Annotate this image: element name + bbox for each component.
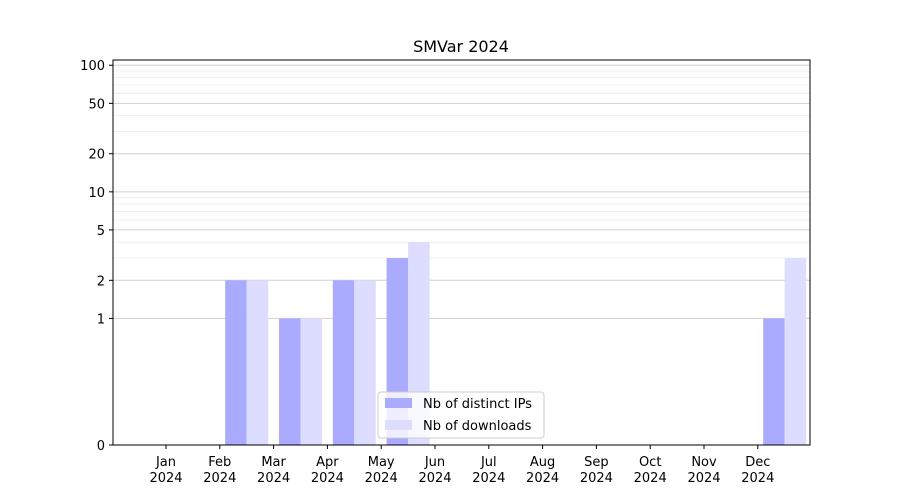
bar-distinct-ips-2 bbox=[225, 280, 247, 445]
bar-downloads-2 bbox=[246, 280, 269, 445]
bar-downloads-12 bbox=[784, 258, 807, 445]
x-tick-label: Nov 2024 bbox=[687, 455, 720, 486]
y-tick-label: 20 bbox=[88, 148, 105, 163]
x-tick-label: Sep 2024 bbox=[580, 455, 613, 486]
x-tick-label: Jan 2024 bbox=[149, 455, 182, 486]
y-tick-label: 50 bbox=[88, 97, 105, 112]
plot-area-frame bbox=[112, 59, 811, 446]
legend-swatch-downloads bbox=[385, 420, 412, 430]
legend: Nb of distinct IPs Nb of downloads bbox=[377, 391, 545, 439]
x-axis: Jan 2024 Feb 2024 Mar 2024 Apr 2024 May 2024 Jun 20… bbox=[149, 445, 774, 486]
bar-distinct-ips-3 bbox=[279, 318, 301, 445]
x-tick-label: Mar 2024 bbox=[257, 455, 290, 486]
legend-frame bbox=[377, 391, 545, 439]
bar-distinct-ips-12 bbox=[763, 318, 785, 445]
y-tick-label: 0 bbox=[97, 439, 105, 454]
x-tick-label: Apr 2024 bbox=[311, 455, 344, 486]
x-tick-label: Aug 2024 bbox=[526, 455, 559, 486]
x-tick-label: Feb 2024 bbox=[203, 455, 236, 486]
y-tick-label: 2 bbox=[97, 274, 105, 289]
legend-label-distinct-ips: Nb of distinct IPs bbox=[423, 397, 532, 412]
y-tick-label: 5 bbox=[97, 224, 105, 239]
y-tick-label: 10 bbox=[88, 186, 105, 201]
bar-downloads-4 bbox=[354, 280, 376, 445]
y-tick-label: 1 bbox=[97, 312, 105, 327]
x-tick-label: Jun 2024 bbox=[418, 455, 451, 486]
x-tick-label: Oct 2024 bbox=[634, 455, 667, 486]
chart-title: SMVar 2024 bbox=[413, 37, 509, 56]
bar-downloads-3 bbox=[300, 318, 322, 445]
x-tick-label: Dec 2024 bbox=[741, 455, 774, 486]
x-tick-label: May 2024 bbox=[365, 455, 398, 486]
y-tick-label: 100 bbox=[80, 59, 105, 74]
y-axis: 0 1 2 5 10 20 50 100 bbox=[80, 59, 113, 454]
grid-lines bbox=[113, 64, 810, 319]
legend-label-downloads: Nb of downloads bbox=[423, 419, 532, 434]
x-tick-label: Jul 2024 bbox=[472, 455, 505, 486]
bar-distinct-ips-4 bbox=[332, 280, 355, 445]
legend-swatch-distinct-ips bbox=[385, 398, 412, 408]
